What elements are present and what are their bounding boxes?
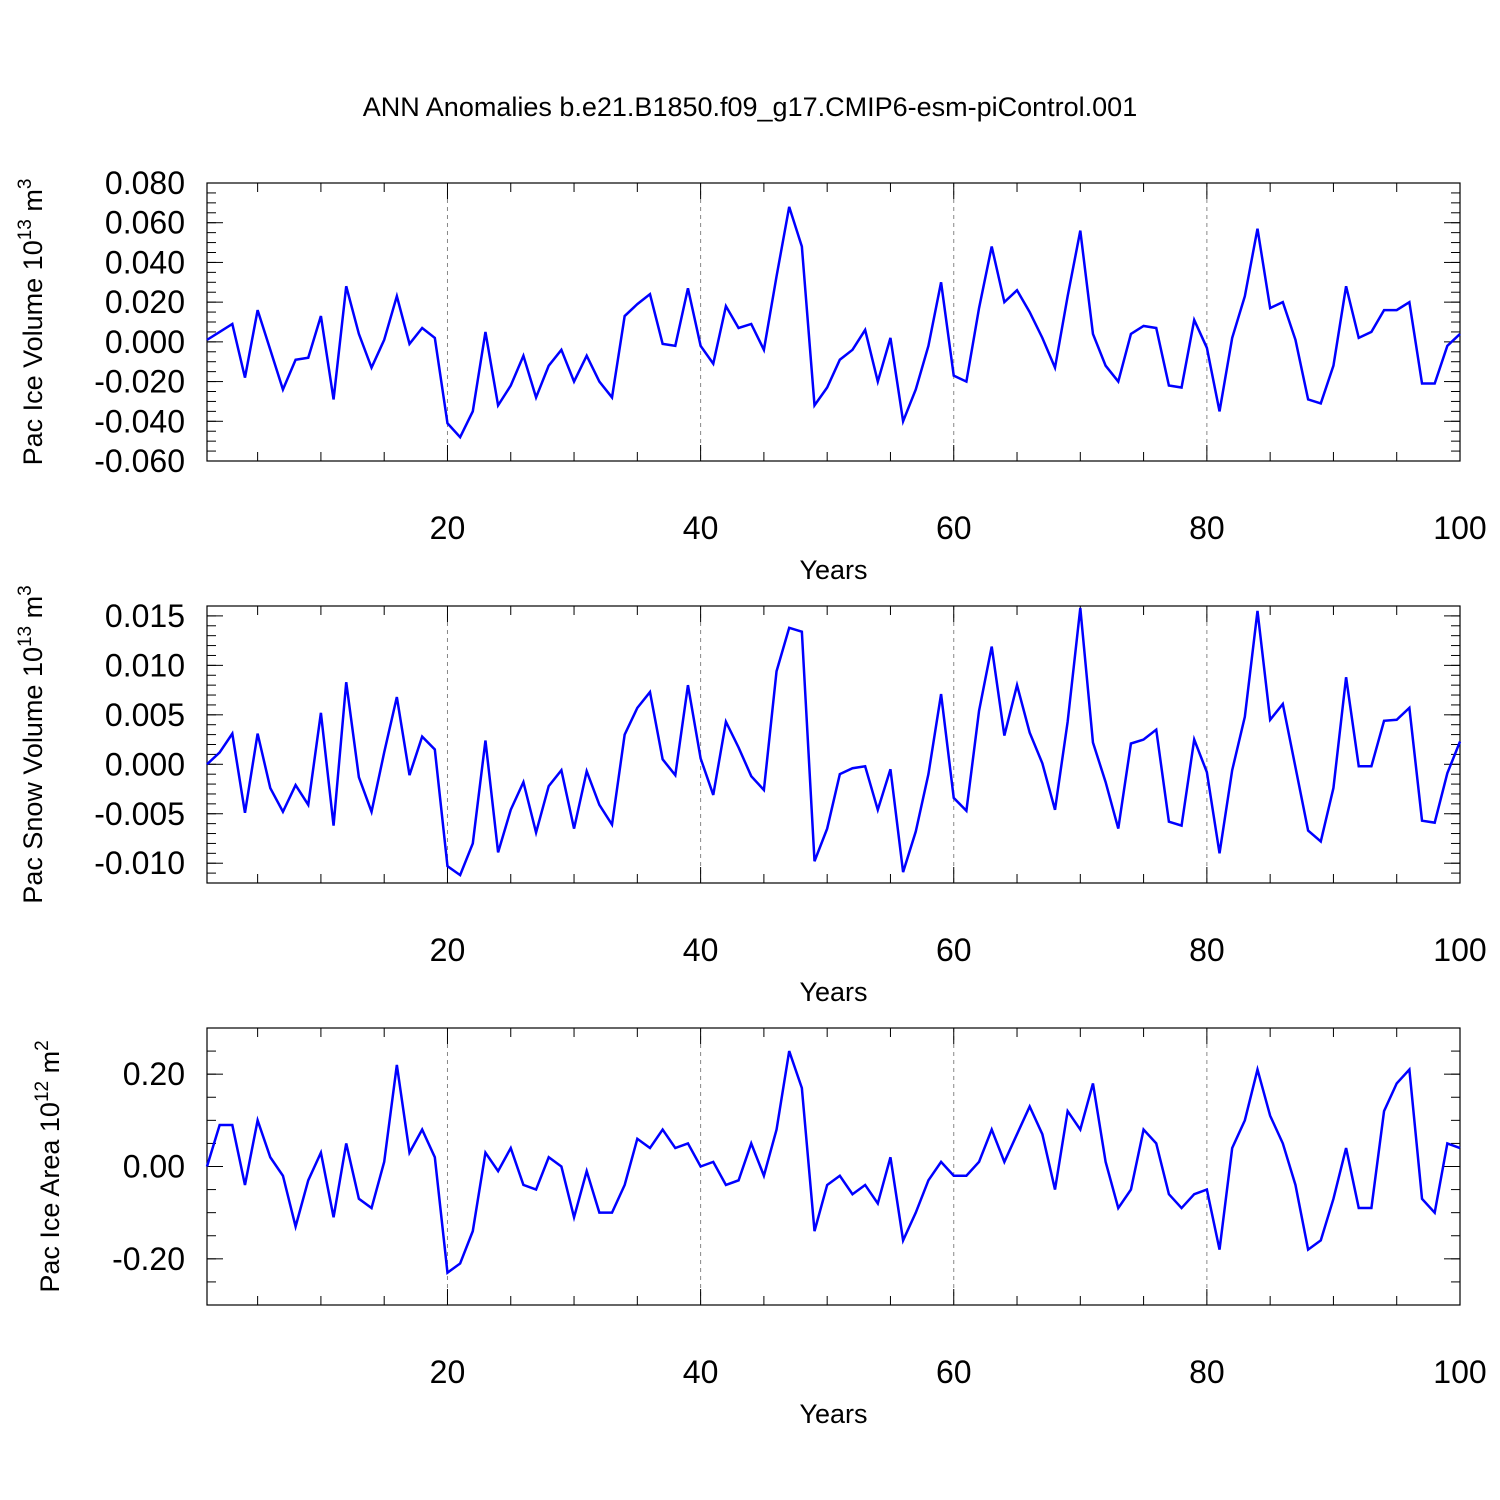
y-axis-label-superscript: 13 (15, 626, 36, 647)
x-axis-label: Years (799, 977, 867, 1007)
y-axis-label-part: m (18, 189, 48, 219)
y-tick-label: 0.040 (105, 244, 185, 280)
plot-frame (206, 605, 1461, 884)
y-tick-label: 0.000 (105, 324, 185, 360)
y-tick-label: 0.060 (105, 205, 185, 241)
y-tick-label: -0.040 (94, 403, 185, 439)
y-axis-label-part: m (35, 1051, 65, 1081)
y-axis-label-part: Pac Snow Volume 10 (18, 647, 48, 904)
y-tick-label: -0.020 (94, 364, 185, 400)
x-tick-label: 40 (683, 510, 719, 546)
x-tick-label: 20 (430, 932, 466, 968)
y-tick-label: 0.000 (105, 746, 185, 782)
y-axis-label-superscript: 3 (15, 585, 36, 596)
x-axis-label: Years (799, 1399, 867, 1429)
y-tick-label: -0.20 (112, 1241, 185, 1277)
y-tick-label: 0.020 (105, 284, 185, 320)
y-tick-label: -0.005 (94, 796, 185, 832)
y-tick-label: 0.010 (105, 647, 185, 683)
y-axis-label-superscript: 13 (15, 219, 36, 240)
y-axis-label: Pac Snow Volume 1013 m3 (15, 585, 48, 903)
y-tick-label: 0.015 (105, 598, 185, 634)
x-tick-label: 60 (936, 1354, 972, 1390)
panel-snow-volume: -0.010 -0.005 0.000 0.005 0.010 0.015 20 40 60 80… (15, 585, 1487, 1007)
x-tick-label: 80 (1189, 1354, 1225, 1390)
data-series-line (206, 607, 1462, 878)
y-axis-label-part: m (18, 596, 48, 626)
y-axis-label-superscript: 2 (32, 1040, 53, 1051)
x-tick-label: 40 (683, 1354, 719, 1390)
data-series-line (206, 206, 1461, 440)
x-tick-label: 80 (1189, 932, 1225, 968)
plot-frame (206, 1027, 1461, 1306)
x-tick-label: 100 (1433, 932, 1486, 968)
plot-frame (206, 182, 1461, 462)
x-tick-label: 60 (936, 932, 972, 968)
y-axis-label-part: Pac Ice Volume 10 (18, 240, 48, 465)
y-tick-label: -0.010 (94, 845, 185, 881)
y-tick-label: 0.00 (123, 1149, 185, 1185)
y-tick-label: 0.20 (123, 1056, 185, 1092)
x-axis-label: Years (799, 555, 867, 585)
x-tick-label: 100 (1433, 510, 1486, 546)
x-tick-label: 20 (430, 510, 466, 546)
figure-title: ANN Anomalies b.e21.B1850.f09_g17.CMIP6-… (362, 92, 1138, 122)
y-axis-label-superscript: 3 (15, 179, 36, 190)
y-axis-label-part: Pac Ice Area 10 (35, 1102, 65, 1293)
y-tick-label: 0.080 (105, 165, 185, 201)
panel-ice-area: -0.20 0.00 0.20 20 40 60 80 100 Years Pac Ice Are… (32, 1027, 1487, 1429)
y-axis-label: Pac Ice Area 1012 m2 (32, 1040, 65, 1292)
y-tick-label: -0.060 (94, 443, 185, 479)
y-axis-label: Pac Ice Volume 1013 m3 (15, 179, 48, 466)
x-tick-label: 80 (1189, 510, 1225, 546)
data-series-line (205, 1050, 1461, 1275)
x-tick-label: 40 (683, 932, 719, 968)
x-tick-label: 100 (1433, 1354, 1486, 1390)
y-axis-label-superscript: 12 (32, 1081, 53, 1102)
x-tick-label: 60 (936, 510, 972, 546)
x-tick-label: 20 (430, 1354, 466, 1390)
y-tick-label: 0.005 (105, 697, 185, 733)
